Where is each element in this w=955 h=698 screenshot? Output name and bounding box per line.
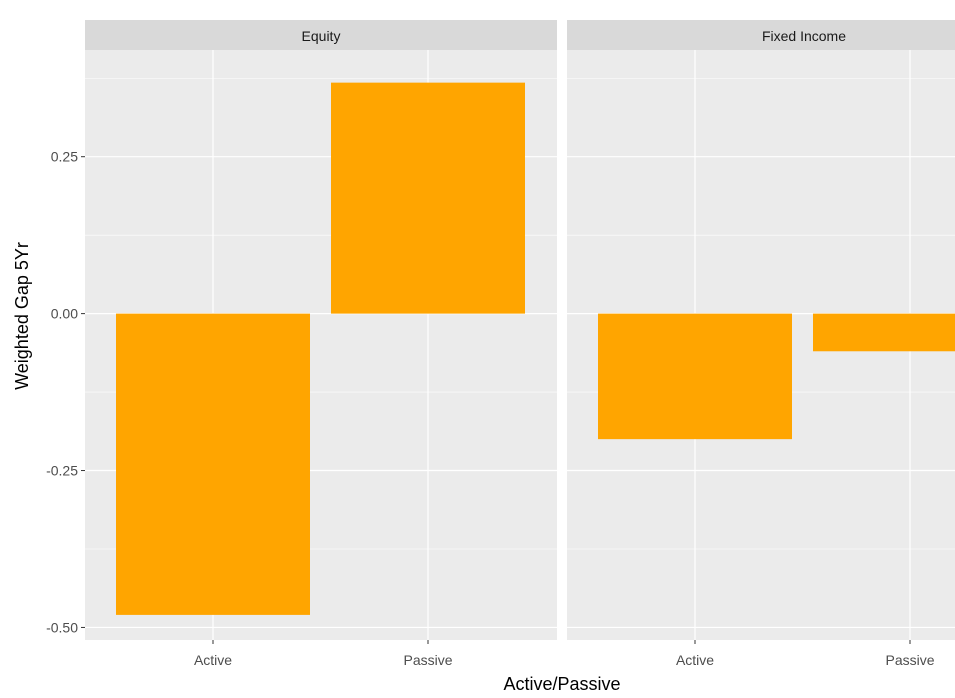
x-tick-label: Active [676, 652, 714, 668]
bar-passive [331, 82, 525, 314]
bar-active [116, 313, 310, 615]
facet-strip-label: Fixed Income [762, 28, 846, 44]
facet-panel: Equity Active Passive [85, 20, 557, 668]
y-tick-label: -0.50 [46, 619, 78, 635]
y-tick-label: -0.25 [46, 463, 78, 479]
y-tick-label: 0.00 [51, 306, 78, 322]
y-axis-label: Weighted Gap 5Yr [12, 242, 32, 390]
bar-passive [813, 313, 955, 352]
y-tick-label: 0.25 [51, 149, 78, 165]
x-tick-label: Passive [885, 652, 934, 668]
facet-strip-label: Equity [302, 28, 341, 44]
x-axis-label: Active/Passive [503, 674, 620, 693]
x-tick-label: Active [194, 652, 232, 668]
bars-group [116, 82, 525, 615]
panels-layer: Equity Active Passive Fixed Income Active Pas… [85, 20, 955, 668]
bars-group [598, 313, 955, 440]
x-tick-label: Passive [403, 652, 452, 668]
facet-strip [567, 20, 955, 50]
y-axis: -0.50 -0.25 0.00 0.25 [46, 149, 85, 635]
facet-panel: Fixed Income Active Passive [567, 20, 955, 668]
facet-strip [85, 20, 557, 50]
bar-active [598, 313, 792, 440]
